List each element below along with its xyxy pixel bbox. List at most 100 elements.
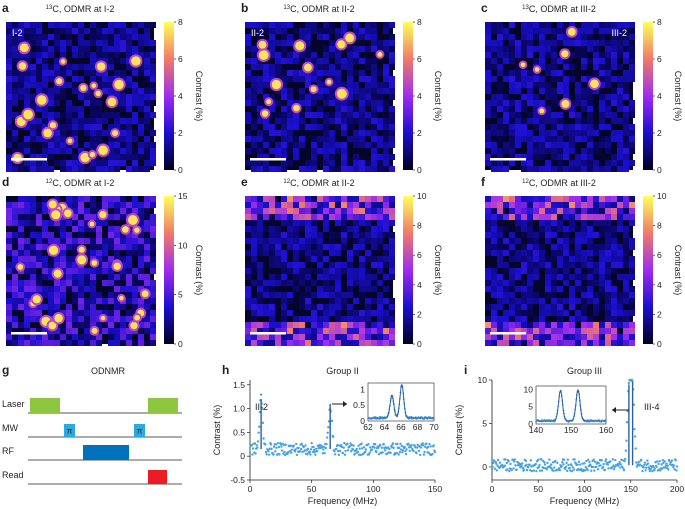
map-pixel — [66, 304, 72, 310]
map-pixel — [323, 244, 329, 250]
map-pixel — [575, 280, 581, 286]
map-pixel — [287, 244, 293, 250]
map-pixel — [335, 28, 341, 34]
map-pixel — [503, 46, 509, 52]
map-pixel — [84, 52, 90, 58]
map-pixel — [485, 22, 491, 28]
map-pixel — [557, 22, 563, 28]
map-pixel — [587, 292, 593, 298]
map-pixel — [611, 130, 617, 136]
map-pixel — [138, 304, 144, 310]
map-pixel — [287, 208, 293, 214]
map-pixel — [611, 166, 617, 172]
map-pixel — [365, 214, 371, 220]
map-pixel — [287, 232, 293, 238]
map-pixel — [359, 262, 365, 268]
map-pixel — [72, 166, 78, 172]
map-spot — [91, 260, 98, 266]
map-pixel — [90, 310, 96, 316]
map-pixel — [126, 280, 132, 286]
map-pixel — [78, 28, 84, 34]
map-pixel — [84, 274, 90, 280]
map-spot — [141, 290, 149, 298]
map-pixel — [78, 34, 84, 40]
map-pixel — [629, 52, 635, 58]
map-pixel — [138, 64, 144, 70]
map-pixel — [84, 130, 90, 136]
map-pixel — [623, 148, 629, 154]
map-pixel — [12, 232, 18, 238]
map-pixel — [323, 148, 329, 154]
map-pixel — [515, 298, 521, 304]
map-pixel — [575, 256, 581, 262]
map-pixel — [329, 22, 335, 28]
colorbar-tick-label: 8 — [178, 17, 183, 27]
data-point — [422, 444, 425, 447]
data-point — [604, 458, 608, 461]
map-pixel — [365, 316, 371, 322]
map-pixel — [287, 214, 293, 220]
map-pixel — [587, 238, 593, 244]
map-pixel — [491, 58, 497, 64]
map-pixel — [353, 208, 359, 214]
map-pixel — [263, 238, 269, 244]
row-label-read: Read — [2, 470, 24, 480]
map-pixel — [323, 88, 329, 94]
map-pixel — [365, 88, 371, 94]
map-pixel — [126, 130, 132, 136]
map-pixel — [377, 166, 383, 172]
map-pixel — [599, 100, 605, 106]
map-pixel — [515, 154, 521, 160]
data-point — [560, 465, 563, 468]
map-pixel — [12, 28, 18, 34]
map-pixel — [96, 262, 102, 268]
map-pixel — [485, 280, 491, 286]
map-pixel — [569, 208, 575, 214]
map-pixel — [593, 310, 599, 316]
map-pixel — [114, 136, 120, 142]
map-pixel — [563, 94, 569, 100]
map-pixel — [503, 130, 509, 136]
map-pixel — [257, 148, 263, 154]
map-pixel — [66, 310, 72, 316]
map-pixel — [6, 70, 12, 76]
map-pixel — [329, 70, 335, 76]
map-pixel — [521, 130, 527, 136]
data-point — [251, 447, 255, 450]
map-pixel — [389, 238, 395, 244]
map-pixel — [6, 124, 12, 130]
map-pixel — [599, 340, 605, 346]
map-pixel — [533, 76, 539, 82]
map-pixel — [347, 304, 353, 310]
map-pixel — [629, 334, 635, 340]
map-pixel — [539, 22, 545, 28]
map-pixel — [623, 226, 629, 232]
data-point — [428, 442, 431, 446]
map-pixel — [251, 76, 257, 82]
map-pixel — [257, 250, 263, 256]
map-pixel — [90, 52, 96, 58]
map-pixel — [263, 328, 269, 334]
data-point — [521, 462, 524, 465]
map-pixel — [275, 142, 281, 148]
map-pixel — [299, 142, 305, 148]
map-pixel — [251, 94, 257, 100]
map-pixel — [18, 280, 24, 286]
map-pixel — [24, 208, 30, 214]
map-pixel — [563, 268, 569, 274]
map-pixel — [299, 52, 305, 58]
map-pixel — [563, 76, 569, 82]
map-pixel — [96, 292, 102, 298]
map-pixel — [581, 322, 587, 328]
map-pixel — [144, 244, 150, 250]
pi-symbol: π — [67, 426, 73, 436]
map-pixel — [341, 298, 347, 304]
map-pixel — [132, 82, 138, 88]
map-pixel — [275, 226, 281, 232]
map-pixel — [18, 334, 24, 340]
map-pixel — [305, 82, 311, 88]
map-pixel — [281, 208, 287, 214]
map-pixel — [150, 322, 156, 328]
map-pixel — [383, 220, 389, 226]
map-pixel — [72, 286, 78, 292]
